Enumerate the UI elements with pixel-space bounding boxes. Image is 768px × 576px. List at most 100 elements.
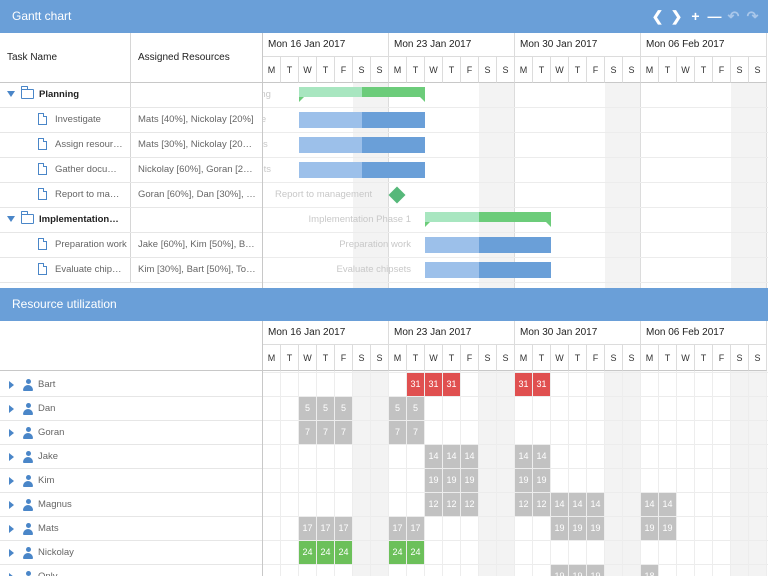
task-name-cell[interactable]: Implementation… [0, 208, 131, 232]
expand-caret-icon[interactable] [9, 573, 14, 576]
milestone-diamond[interactable] [388, 186, 406, 204]
task-row[interactable]: Assign resour… Mats [30%], Nickolay [20… [0, 133, 262, 158]
assigned-resources-cell[interactable]: Nickolay [60%], Goran [2… [138, 164, 253, 175]
utilization-cell[interactable]: 12 [443, 493, 460, 516]
utilization-cell[interactable]: 14 [443, 445, 460, 468]
task-name-cell[interactable]: Gather docu… [0, 158, 131, 182]
expand-caret-icon[interactable] [9, 477, 14, 485]
utilization-cell[interactable]: 18 [641, 565, 658, 576]
task-name-cell[interactable]: Preparation work [0, 233, 131, 257]
chevron-right-icon[interactable]: ❯ [670, 7, 683, 24]
expand-caret-icon[interactable] [9, 453, 14, 461]
summary-bar-planning[interactable] [299, 87, 425, 102]
utilization-cell[interactable]: 19 [533, 469, 550, 492]
utilization-cell[interactable]: 19 [551, 565, 568, 576]
utilization-cell[interactable]: 17 [299, 517, 316, 540]
task-name-cell[interactable]: Evaluate chip… [0, 258, 131, 282]
utilization-cell[interactable]: 5 [335, 397, 352, 420]
assigned-resources-cell[interactable]: Goran [60%], Dan [30%], … [138, 189, 256, 200]
task-row[interactable]: Report to ma… Goran [60%], Dan [30%], … [0, 183, 262, 208]
utilization-cell[interactable]: 14 [641, 493, 658, 516]
utilization-cell[interactable]: 14 [461, 445, 478, 468]
task-name-cell[interactable]: Investigate [0, 108, 131, 132]
task-bar[interactable] [425, 237, 551, 253]
task-bar[interactable] [299, 162, 425, 178]
utilization-cell[interactable]: 19 [587, 565, 604, 576]
resource-row[interactable]: Jake [0, 445, 262, 469]
resource-row[interactable]: Goran [0, 421, 262, 445]
utilization-cell[interactable]: 31 [515, 373, 532, 396]
utilization-cell[interactable]: 14 [659, 493, 676, 516]
expand-caret-icon[interactable] [9, 429, 14, 437]
chevron-left-icon[interactable]: ❮ [651, 7, 664, 24]
task-name-cell[interactable]: Report to ma… [0, 183, 131, 207]
summary-task-row[interactable]: Planning [0, 83, 262, 108]
expand-caret-icon[interactable] [9, 525, 14, 533]
utilization-cell[interactable]: 14 [587, 493, 604, 516]
task-bar[interactable] [425, 262, 551, 278]
undo-icon[interactable]: ↶ [727, 7, 740, 24]
assigned-resources-cell[interactable]: Mats [40%], Nickolay [20%] [138, 114, 254, 125]
collapse-caret-icon[interactable] [7, 216, 15, 222]
utilization-cell[interactable]: 19 [569, 565, 586, 576]
utilization-cell[interactable]: 5 [299, 397, 316, 420]
utilization-cell[interactable]: 24 [407, 541, 424, 564]
utilization-cell[interactable]: 19 [515, 469, 532, 492]
utilization-cell[interactable]: 14 [515, 445, 532, 468]
resource-row[interactable]: Kim [0, 469, 262, 493]
utilization-cell[interactable]: 14 [425, 445, 442, 468]
assigned-resources-cell[interactable] [131, 83, 262, 107]
resource-row[interactable]: Magnus [0, 493, 262, 517]
redo-icon[interactable]: ↷ [746, 7, 759, 24]
utilization-cell[interactable]: 19 [551, 517, 568, 540]
assigned-resources-cell[interactable]: Mats [30%], Nickolay [20… [138, 139, 253, 150]
utilization-cell[interactable]: 7 [407, 421, 424, 444]
utilization-cell[interactable]: 14 [569, 493, 586, 516]
summary-bar-implementation[interactable] [425, 212, 551, 227]
task-row[interactable]: Investigate Mats [40%], Nickolay [20%] [0, 108, 262, 133]
task-name-cell[interactable]: Assign resour… [0, 133, 131, 157]
utilization-cell[interactable]: 7 [299, 421, 316, 444]
summary-task-row[interactable]: Implementation… [0, 208, 262, 233]
utilization-cell[interactable]: 12 [425, 493, 442, 516]
utilization-cell[interactable]: 31 [407, 373, 424, 396]
resource-row[interactable]: Only [0, 565, 262, 576]
expand-caret-icon[interactable] [9, 501, 14, 509]
utilization-cell[interactable]: 7 [389, 421, 406, 444]
utilization-cell[interactable]: 19 [659, 517, 676, 540]
assigned-resources-cell[interactable] [131, 208, 262, 232]
utilization-cell[interactable]: 14 [533, 445, 550, 468]
task-row[interactable]: Gather docu… Nickolay [60%], Goran [2… [0, 158, 262, 183]
utilization-cell[interactable]: 7 [317, 421, 334, 444]
utilization-cell[interactable]: 19 [443, 469, 460, 492]
expand-caret-icon[interactable] [9, 549, 14, 557]
utilization-cell[interactable]: 17 [407, 517, 424, 540]
utilization-cell[interactable]: 7 [335, 421, 352, 444]
utilization-cell[interactable]: 12 [533, 493, 550, 516]
utilization-cell[interactable]: 24 [299, 541, 316, 564]
task-name-column-header[interactable]: Task Name [0, 33, 131, 83]
utilization-cell[interactable]: 19 [641, 517, 658, 540]
utilization-cell[interactable]: 5 [389, 397, 406, 420]
utilization-cell[interactable]: 31 [533, 373, 550, 396]
utilization-cell[interactable]: 19 [461, 469, 478, 492]
utilization-cell[interactable]: 17 [389, 517, 406, 540]
utilization-cell[interactable]: 5 [317, 397, 334, 420]
task-bar[interactable] [299, 137, 425, 153]
utilization-cell[interactable]: 19 [425, 469, 442, 492]
utilization-cell[interactable]: 5 [407, 397, 424, 420]
assigned-resources-column-header[interactable]: Assigned Resources [131, 33, 263, 83]
task-row[interactable]: Preparation work Jake [60%], Kim [50%], B… [0, 233, 262, 258]
expand-caret-icon[interactable] [9, 405, 14, 413]
utilization-cell[interactable]: 12 [461, 493, 478, 516]
assigned-resources-cell[interactable]: Kim [30%], Bart [50%], To… [138, 264, 256, 275]
utilization-cell[interactable]: 14 [551, 493, 568, 516]
utilization-cell[interactable]: 19 [587, 517, 604, 540]
utilization-cell[interactable]: 31 [443, 373, 460, 396]
expand-caret-icon[interactable] [9, 381, 14, 389]
utilization-cell[interactable]: 17 [335, 517, 352, 540]
utilization-cell[interactable]: 24 [389, 541, 406, 564]
resource-row[interactable]: Nickolay [0, 541, 262, 565]
zoom-in-icon[interactable]: + [691, 8, 700, 24]
utilization-cell[interactable]: 17 [317, 517, 334, 540]
